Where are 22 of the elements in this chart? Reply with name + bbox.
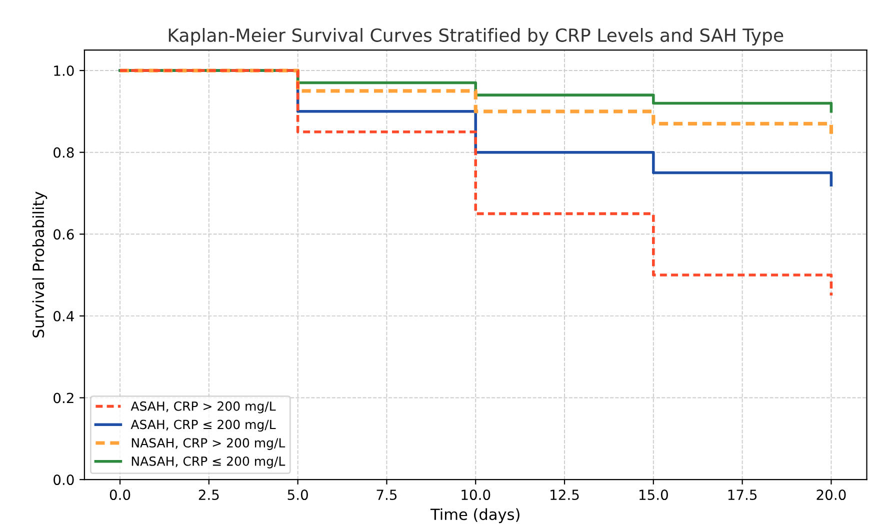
- x-tick-label: 20.0: [816, 490, 846, 500]
- y-tick-label: 0.4: [54, 310, 74, 322]
- x-tick-label: 10.0: [462, 490, 490, 500]
- x-tick-label: 7.5: [376, 490, 397, 500]
- x-axis-title: Time (days): [430, 508, 520, 524]
- legend-label: NASAH, CRP > 200 mg/L: [132, 438, 286, 450]
- y-tick-label: 0.8: [54, 147, 74, 158]
- x-tick-label: 5.0: [288, 490, 308, 500]
- chart-title: Kaplan-Meier Survival Curves Stratified by CRP Levels and SAH Type: [168, 28, 784, 46]
- legend-label: NASAH, CRP ≤ 200 mg/L: [132, 456, 286, 468]
- x-tick-label: 17.5: [728, 490, 757, 500]
- y-axis-title: Survival Probability: [32, 192, 48, 338]
- y-tick-label: 0.2: [54, 392, 74, 404]
- legend-label: ASAH, CRP ≤ 200 mg/L: [130, 420, 276, 432]
- x-tick-label: 15.0: [639, 490, 668, 500]
- x-tick-label: 0.0: [110, 490, 130, 500]
- x-tick-label: 12.5: [550, 490, 579, 500]
- y-tick-label: 0.6: [54, 229, 74, 240]
- y-tick-label: 0.0: [54, 474, 74, 486]
- y-tick-label: 1.0: [54, 65, 74, 76]
- legend-label: ASAH, CRP > 200 mg/L: [130, 401, 276, 414]
- x-tick-label: 2.5: [198, 490, 219, 500]
